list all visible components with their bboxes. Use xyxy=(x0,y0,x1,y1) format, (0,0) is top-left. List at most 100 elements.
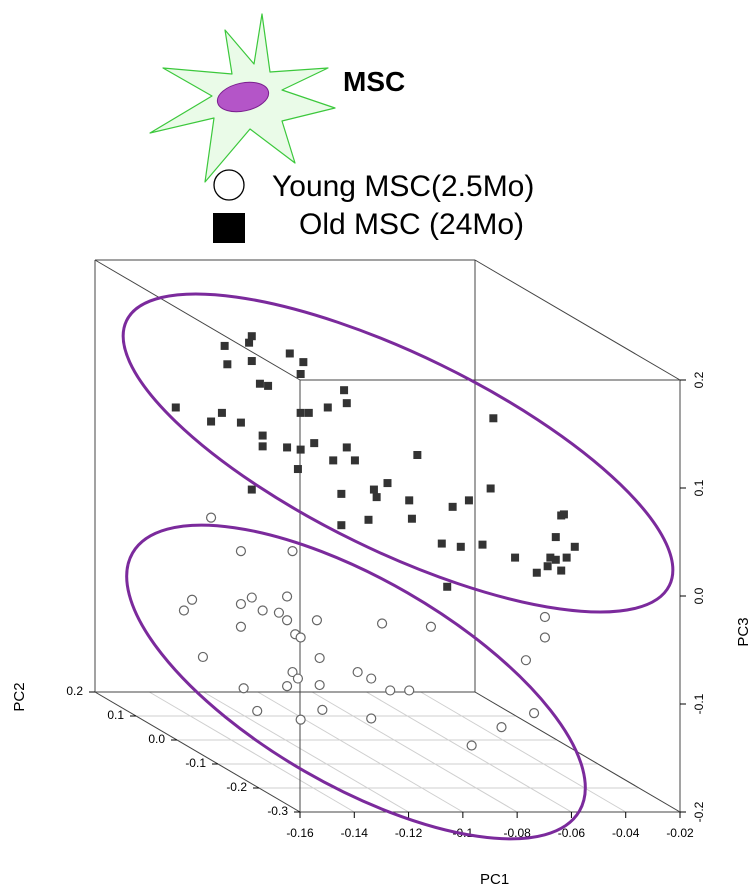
point xyxy=(258,431,267,440)
legend-label: Young MSC(2.5Mo) xyxy=(272,170,534,203)
point xyxy=(296,408,305,417)
point xyxy=(238,683,249,694)
point xyxy=(528,708,540,719)
z-tick-label: 0.0 xyxy=(692,587,706,604)
point xyxy=(197,651,209,663)
grid-line xyxy=(420,691,626,813)
x-tick-label: -0.14 xyxy=(341,826,369,840)
point xyxy=(551,533,560,542)
point xyxy=(186,594,198,605)
x-tick-label: -0.02 xyxy=(666,826,694,840)
point xyxy=(311,615,323,626)
grid-line xyxy=(366,691,572,813)
box-edge xyxy=(94,691,301,813)
grid-line xyxy=(257,691,464,813)
point xyxy=(283,443,292,452)
x-tick-label: -0.08 xyxy=(503,826,531,840)
point xyxy=(557,511,566,520)
point xyxy=(296,370,305,378)
point xyxy=(292,673,304,684)
point xyxy=(448,502,457,511)
point xyxy=(295,632,306,643)
point xyxy=(329,456,338,465)
point xyxy=(511,553,520,562)
x-tick-label: -0.06 xyxy=(558,826,586,840)
z-tick-label: 0.1 xyxy=(692,479,706,496)
legend-label: Old MSC (24Mo) xyxy=(299,208,524,241)
point xyxy=(257,605,268,616)
point xyxy=(546,553,555,562)
point xyxy=(466,740,477,751)
point xyxy=(299,358,308,367)
grid-line xyxy=(203,691,409,813)
point xyxy=(456,542,465,551)
point xyxy=(246,592,257,603)
point xyxy=(405,496,414,505)
point xyxy=(207,417,216,426)
point xyxy=(557,566,566,575)
point xyxy=(287,666,298,678)
point xyxy=(314,652,325,664)
point xyxy=(247,357,256,366)
point xyxy=(205,512,217,523)
point xyxy=(369,485,378,494)
point xyxy=(364,515,373,524)
point xyxy=(235,546,247,557)
y-tick-label: -0.3 xyxy=(267,804,288,818)
point xyxy=(385,685,396,696)
point xyxy=(407,514,416,523)
point xyxy=(220,341,229,350)
grid-line xyxy=(149,691,355,813)
point xyxy=(310,439,319,448)
point xyxy=(489,414,498,423)
point xyxy=(314,679,325,691)
point xyxy=(317,704,328,715)
point xyxy=(404,685,415,696)
x-axis-title: PC1 xyxy=(480,871,509,888)
point xyxy=(376,618,388,629)
cluster-ellipse xyxy=(125,523,587,841)
point xyxy=(350,456,359,465)
point xyxy=(562,553,571,562)
point xyxy=(252,705,263,717)
point xyxy=(235,621,247,632)
msc-icon xyxy=(149,13,336,183)
point xyxy=(570,542,579,551)
point xyxy=(264,381,273,390)
z-tick-label: 0.2 xyxy=(692,371,706,388)
point xyxy=(236,418,245,427)
point xyxy=(281,681,293,692)
point xyxy=(281,615,293,626)
point xyxy=(171,403,180,412)
nucleus xyxy=(216,81,270,113)
cell-label: MSC xyxy=(343,66,405,97)
point xyxy=(337,521,346,530)
point xyxy=(245,338,254,347)
point xyxy=(464,496,473,505)
x-tick-label: -0.16 xyxy=(286,826,314,840)
point xyxy=(372,493,381,502)
point xyxy=(223,360,232,369)
point xyxy=(342,443,351,452)
box xyxy=(89,259,686,818)
y-tick-label: 0.2 xyxy=(66,684,83,698)
point xyxy=(217,408,226,417)
point xyxy=(293,465,302,474)
x-tick-label: -0.04 xyxy=(612,826,640,840)
point xyxy=(178,605,190,616)
point xyxy=(366,713,377,724)
z-axis-title: PC3 xyxy=(735,617,752,646)
y-tick-label: 0.1 xyxy=(107,708,124,722)
point xyxy=(273,607,285,618)
point xyxy=(551,555,560,564)
cluster-ellipse xyxy=(121,292,675,614)
z-tick-label: -0.2 xyxy=(692,801,706,822)
box-edge xyxy=(474,259,681,381)
point xyxy=(413,451,422,459)
point xyxy=(323,403,332,412)
point xyxy=(443,582,452,591)
legend-marker xyxy=(213,213,245,243)
point xyxy=(342,399,351,408)
point xyxy=(352,666,363,678)
